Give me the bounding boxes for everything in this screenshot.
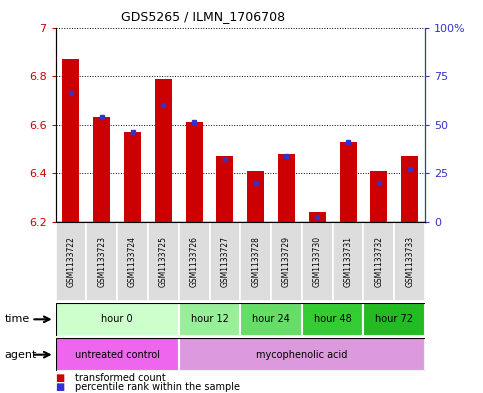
Text: GDS5265 / ILMN_1706708: GDS5265 / ILMN_1706708	[121, 10, 285, 23]
Text: GSM1133724: GSM1133724	[128, 236, 137, 287]
Text: hour 48: hour 48	[314, 314, 352, 324]
Text: transformed count: transformed count	[75, 373, 166, 383]
Text: GSM1133732: GSM1133732	[374, 236, 384, 287]
FancyBboxPatch shape	[86, 222, 117, 301]
Bar	[124, 132, 141, 222]
Text: GSM1133726: GSM1133726	[190, 236, 199, 287]
Bar	[247, 171, 264, 222]
FancyBboxPatch shape	[364, 222, 394, 301]
Bar	[185, 122, 202, 222]
Text: GSM1133725: GSM1133725	[159, 236, 168, 287]
FancyBboxPatch shape	[240, 222, 271, 301]
Text: percentile rank within the sample: percentile rank within the sample	[75, 382, 240, 392]
FancyBboxPatch shape	[394, 222, 425, 301]
FancyBboxPatch shape	[148, 222, 179, 301]
Text: untreated control: untreated control	[75, 350, 159, 360]
Text: hour 12: hour 12	[191, 314, 228, 324]
FancyBboxPatch shape	[179, 222, 210, 301]
Bar	[370, 171, 387, 222]
FancyBboxPatch shape	[333, 222, 364, 301]
Text: GSM1133728: GSM1133728	[251, 236, 260, 287]
FancyBboxPatch shape	[302, 222, 333, 301]
Text: hour 72: hour 72	[375, 314, 413, 324]
Text: GSM1133729: GSM1133729	[282, 236, 291, 287]
Bar	[401, 156, 418, 222]
FancyBboxPatch shape	[302, 303, 364, 336]
Text: ■: ■	[56, 373, 65, 383]
Text: GSM1133722: GSM1133722	[67, 236, 75, 287]
Bar	[62, 59, 79, 222]
FancyBboxPatch shape	[117, 222, 148, 301]
FancyBboxPatch shape	[56, 338, 179, 371]
Bar	[309, 212, 326, 222]
Text: mycophenolic acid: mycophenolic acid	[256, 350, 348, 360]
FancyBboxPatch shape	[56, 222, 86, 301]
Text: ■: ■	[56, 382, 65, 392]
Text: agent: agent	[5, 350, 37, 360]
Text: GSM1133733: GSM1133733	[405, 236, 414, 287]
Bar	[340, 142, 356, 222]
FancyBboxPatch shape	[271, 222, 302, 301]
Bar	[93, 118, 110, 222]
Text: GSM1133723: GSM1133723	[97, 236, 106, 287]
Text: GSM1133731: GSM1133731	[343, 236, 353, 287]
FancyBboxPatch shape	[179, 338, 425, 371]
FancyBboxPatch shape	[210, 222, 240, 301]
Bar	[155, 79, 172, 222]
FancyBboxPatch shape	[364, 303, 425, 336]
Text: hour 0: hour 0	[101, 314, 133, 324]
FancyBboxPatch shape	[179, 303, 241, 336]
Text: time: time	[5, 314, 30, 324]
Text: GSM1133730: GSM1133730	[313, 236, 322, 287]
Bar	[278, 154, 295, 222]
FancyBboxPatch shape	[241, 303, 302, 336]
Text: GSM1133727: GSM1133727	[220, 236, 229, 287]
Bar	[216, 156, 233, 222]
Text: hour 24: hour 24	[252, 314, 290, 324]
FancyBboxPatch shape	[56, 303, 179, 336]
